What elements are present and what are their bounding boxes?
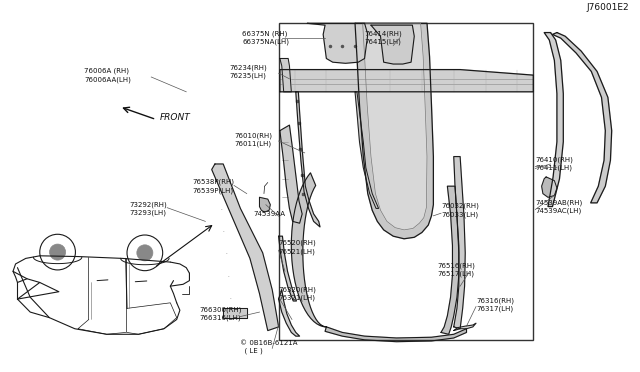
Polygon shape: [544, 33, 563, 206]
Polygon shape: [325, 327, 467, 342]
Polygon shape: [371, 25, 414, 64]
Text: 76320(RH)
76321(LH): 76320(RH) 76321(LH): [278, 286, 316, 301]
Polygon shape: [280, 125, 302, 223]
Text: 76316(RH)
76317(LH): 76316(RH) 76317(LH): [476, 297, 514, 312]
Circle shape: [137, 245, 153, 261]
Bar: [278, 23, 533, 340]
Polygon shape: [280, 58, 291, 92]
Text: 76516(RH)
76517(LH): 76516(RH) 76517(LH): [438, 262, 476, 277]
Text: .: .: [223, 228, 225, 233]
Text: .: .: [227, 273, 229, 278]
Polygon shape: [296, 92, 320, 227]
Polygon shape: [280, 70, 533, 92]
Text: 76538P(RH)
76539P(LH): 76538P(RH) 76539P(LH): [193, 179, 235, 193]
Polygon shape: [291, 173, 326, 327]
Polygon shape: [552, 33, 612, 203]
Text: 76410(RH)
76411(LH): 76410(RH) 76411(LH): [535, 157, 573, 171]
Polygon shape: [454, 157, 465, 329]
Polygon shape: [541, 177, 557, 197]
Text: 76234(RH)
76235(LH): 76234(RH) 76235(LH): [230, 64, 268, 79]
Polygon shape: [212, 164, 278, 331]
Text: 76006A (RH)
76006AA(LH): 76006A (RH) 76006AA(LH): [84, 68, 131, 83]
Text: 66375N (RH)
66375NA(LH): 66375N (RH) 66375NA(LH): [243, 31, 289, 45]
Text: .: .: [221, 206, 222, 211]
Polygon shape: [355, 23, 433, 239]
Text: 76414(RH)
76415(LH): 76414(RH) 76415(LH): [365, 31, 403, 45]
Text: © 0B16B-6121A
  ( LE ): © 0B16B-6121A ( LE ): [241, 340, 298, 355]
Circle shape: [49, 244, 66, 260]
Polygon shape: [278, 236, 296, 301]
Text: 74539AA: 74539AA: [253, 211, 285, 217]
Text: 76032(RH)
76033(LH): 76032(RH) 76033(LH): [441, 203, 479, 218]
Text: 766300(RH)
766316(LH): 766300(RH) 766316(LH): [199, 307, 241, 321]
Polygon shape: [363, 23, 427, 230]
Polygon shape: [307, 23, 368, 63]
Text: .: .: [225, 250, 227, 255]
Text: .: .: [230, 295, 232, 300]
Text: 76520(RH)
76521(LH): 76520(RH) 76521(LH): [278, 240, 316, 255]
Polygon shape: [454, 323, 476, 331]
Polygon shape: [223, 308, 247, 318]
Text: J76001E2: J76001E2: [586, 3, 629, 12]
Text: 76010(RH)
76011(LH): 76010(RH) 76011(LH): [234, 132, 272, 147]
Polygon shape: [355, 92, 379, 208]
Polygon shape: [259, 197, 270, 212]
Text: .: .: [218, 184, 220, 189]
Polygon shape: [441, 186, 459, 334]
Text: 74539AB(RH)
74539AC(LH): 74539AB(RH) 74539AC(LH): [535, 199, 582, 214]
Polygon shape: [278, 290, 300, 336]
Text: FRONT: FRONT: [159, 113, 190, 122]
Text: 73292(RH)
73293(LH): 73292(RH) 73293(LH): [129, 201, 166, 216]
